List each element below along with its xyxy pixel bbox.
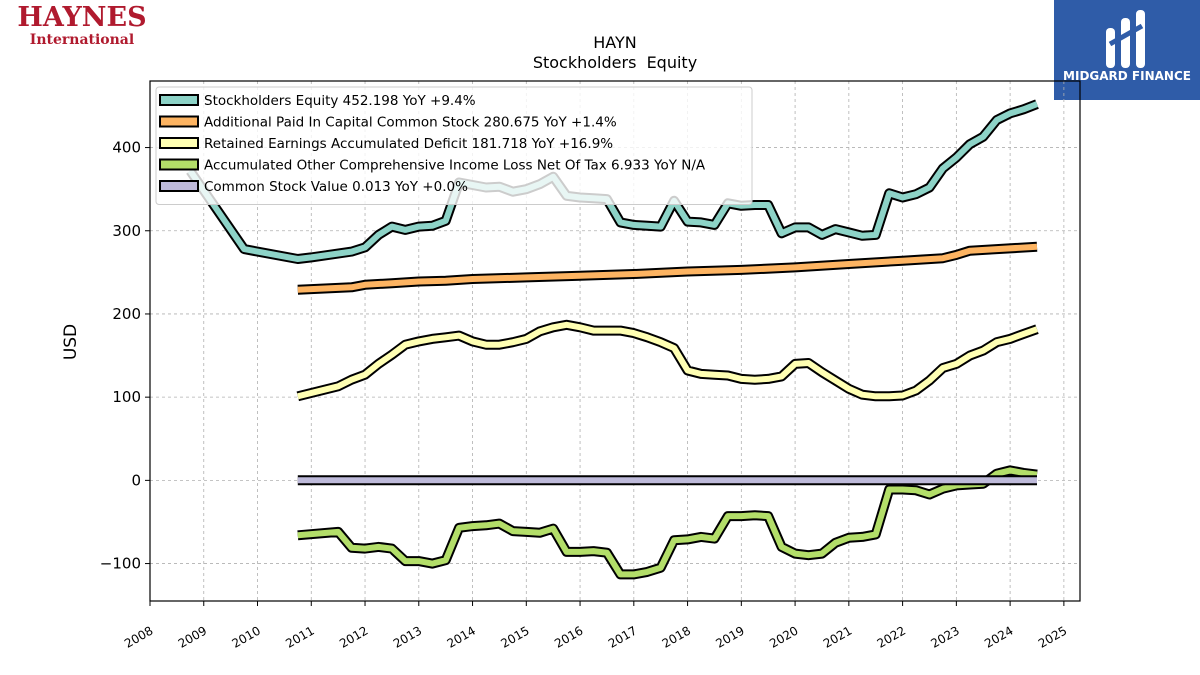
x-tick-label: 2014 (445, 623, 478, 650)
midgard-finance-brand: MIDGARD FINANCE (1063, 69, 1191, 83)
legend-swatch-2 (159, 115, 199, 128)
legend-label-3: Retained Earnings Accumulated Deficit 18… (204, 136, 613, 152)
y-tick-label: 200 (112, 305, 141, 323)
series-line-1 (187, 101, 1039, 262)
x-tick-label: 2011 (283, 623, 316, 650)
x-tick-label: 2008 (122, 623, 155, 650)
x-tick-label: 2018 (660, 623, 693, 650)
legend-swatch-3 (159, 137, 199, 149)
axes: −100 0 100 200 300 400 2008 2009 2010 2011 2012 201… (100, 139, 1070, 651)
legend-label-4: Accumulated Other Comprehensive Income L… (204, 158, 706, 174)
chart-subtitle: Stockholders Equity (533, 53, 697, 72)
y-tick-label: 300 (112, 222, 141, 240)
series-line-2 (297, 243, 1038, 293)
x-tick-label: 2025 (1036, 623, 1069, 650)
x-tick-label: 2012 (337, 623, 370, 650)
y-tick-label: 100 (112, 388, 141, 406)
legend: Stockholders Equity 452.198 YoY +9.4% Add… (155, 86, 753, 205)
x-tick-label: 2020 (767, 623, 800, 650)
haynes-logo-sub: International (29, 32, 135, 48)
x-tick-label: 2017 (606, 623, 639, 650)
legend-box (155, 86, 753, 205)
haynes-logo: HAYNES International (4, 4, 164, 50)
midgard-emblem-icon (1106, 10, 1145, 68)
x-tick-label: 2023 (928, 623, 961, 650)
series-lines (186, 99, 1039, 580)
x-tick-label: 2016 (552, 623, 585, 650)
y-axis-label: USD (61, 324, 81, 360)
legend-swatch-1 (159, 94, 199, 106)
y-tick-label: 400 (112, 139, 141, 157)
legend-swatch-4 (159, 158, 199, 171)
legend-swatch-5 (159, 180, 199, 192)
x-tick-label: 2019 (713, 623, 746, 650)
legend-label-1: Stockholders Equity 452.198 YoY +9.4% (204, 93, 476, 109)
x-tick-label: 2015 (498, 623, 531, 650)
x-tick-label: 2021 (821, 623, 854, 650)
series-line-3 (297, 321, 1038, 400)
legend-label-5: Common Stock Value 0.013 YoY +0.0% (204, 179, 468, 195)
y-tick-label: 0 (131, 471, 141, 489)
legend-label-2: Additional Paid In Capital Common Stock … (204, 115, 617, 131)
x-tick-label: 2010 (230, 623, 263, 650)
x-tick-label: 2024 (982, 623, 1015, 650)
haynes-logo-name: HAYNES (17, 2, 147, 33)
x-tick-label: 2009 (176, 623, 209, 650)
x-tick-label: 2022 (875, 623, 908, 650)
x-tick-label: 2013 (391, 623, 424, 650)
midgard-finance-logo: MIDGARD FINANCE (1054, 0, 1200, 100)
series-line-4 (297, 467, 1038, 578)
y-tick-label: −100 (100, 555, 141, 573)
plot-frame (149, 80, 1081, 602)
chart-title: HAYN (593, 33, 636, 52)
